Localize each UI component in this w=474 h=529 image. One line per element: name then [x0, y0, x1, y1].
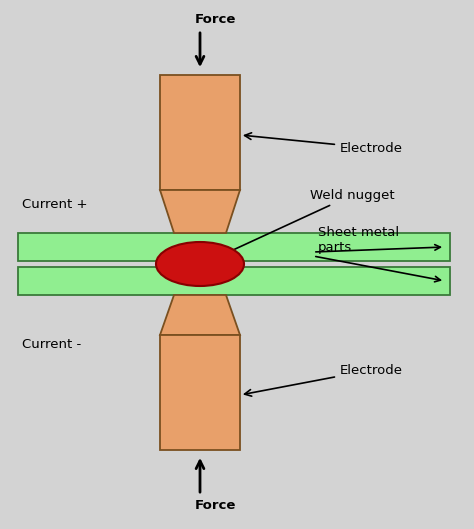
Bar [18, 267, 450, 295]
Polygon shape [160, 190, 240, 233]
Text: Force: Force [194, 499, 236, 512]
Text: Electrode: Electrode [245, 133, 403, 154]
Bar [160, 335, 240, 450]
Text: Current +: Current + [22, 197, 88, 211]
Polygon shape [160, 295, 240, 335]
Bar [18, 233, 450, 261]
Text: Force: Force [194, 13, 236, 26]
Text: Electrode: Electrode [245, 363, 403, 396]
Text: Weld nugget: Weld nugget [224, 188, 395, 254]
Text: parts: parts [318, 242, 352, 254]
Text: Sheet metal: Sheet metal [318, 225, 399, 239]
Bar [160, 75, 240, 190]
Text: Current -: Current - [22, 338, 81, 351]
Ellipse shape [156, 242, 244, 286]
